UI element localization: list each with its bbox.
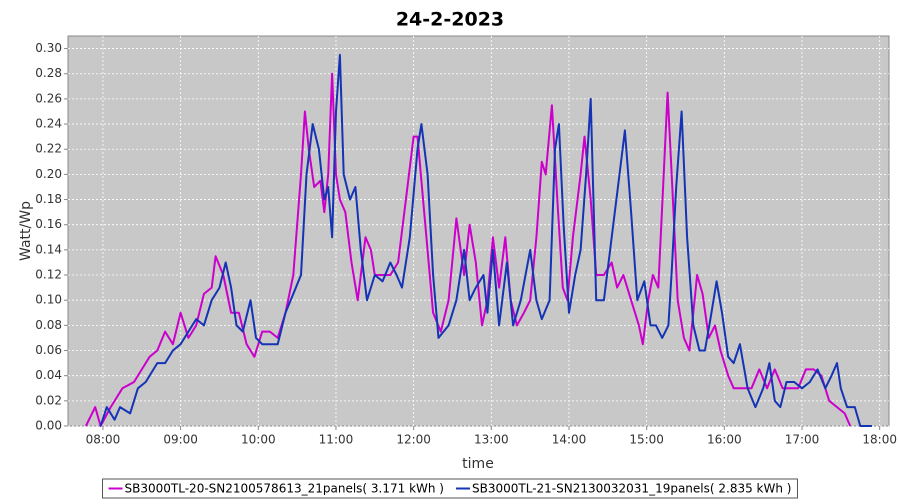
y-tick-label: 0.08 — [35, 318, 62, 332]
y-tick-label: 0.20 — [35, 167, 62, 181]
x-tick-label: 14:00 — [552, 433, 587, 447]
x-tick-label: 15:00 — [629, 433, 664, 447]
y-tick-label: 0.12 — [35, 268, 62, 282]
x-tick-label: 11:00 — [319, 433, 354, 447]
y-tick-label: 0.02 — [35, 393, 62, 407]
x-tick-label: 12:00 — [396, 433, 431, 447]
y-tick-label: 0.18 — [35, 192, 62, 206]
plot-area — [67, 35, 890, 427]
y-axis-label: Watt/Wp — [18, 201, 34, 261]
y-tick-label: 0.16 — [35, 217, 62, 231]
y-tick-label: 0.22 — [35, 142, 62, 156]
y-tick-label: 0.04 — [35, 368, 62, 382]
y-tick-label: 0.24 — [35, 117, 62, 131]
y-tick-label: 0.00 — [35, 419, 62, 433]
series-line — [85, 72, 852, 427]
legend-label: SB3000TL-20-SN2100578613_21panels( 3.171… — [125, 482, 444, 496]
y-tick-label: 0.28 — [35, 66, 62, 80]
legend-box — [102, 478, 798, 499]
x-tick-label: 09:00 — [163, 433, 198, 447]
x-tick-label: 16:00 — [707, 433, 742, 447]
chart-title: 24-2-2023 — [396, 9, 504, 31]
x-tick-label: 17:00 — [785, 433, 820, 447]
legend-label: SB3000TL-21-SN2130032031_19panels( 2.835… — [472, 482, 791, 496]
x-tick-label: 08:00 — [86, 433, 121, 447]
y-tick-label: 0.14 — [35, 242, 62, 256]
y-tick-label: 0.10 — [35, 293, 62, 307]
x-axis-label: time — [462, 456, 494, 472]
x-tick-label: 10:00 — [241, 433, 276, 447]
y-tick-label: 0.26 — [35, 91, 62, 105]
y-tick-label: 0.06 — [35, 343, 62, 357]
x-tick-label: 13:00 — [474, 433, 509, 447]
x-tick-label: 18:00 — [862, 433, 897, 447]
series-line — [99, 53, 872, 427]
y-tick-label: 0.30 — [35, 41, 62, 55]
